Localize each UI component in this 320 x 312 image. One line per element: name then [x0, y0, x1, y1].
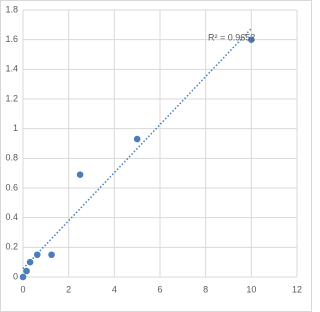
data-point	[23, 267, 30, 275]
x-tick-label: 12	[292, 284, 302, 294]
data-point	[19, 273, 27, 281]
y-tick-label: 1	[13, 123, 18, 133]
x-tick-label: 4	[112, 284, 117, 294]
y-tick-label: 1.4	[5, 64, 18, 74]
data-point	[133, 135, 141, 143]
x-tick-label: 8	[203, 284, 208, 294]
chart-border	[0, 0, 312, 312]
data-point	[33, 251, 41, 259]
y-tick-label: 0.2	[5, 242, 18, 252]
x-tick-label: 10	[246, 284, 256, 294]
data-point	[248, 36, 255, 43]
y-tick-label: 0	[13, 271, 18, 281]
data-point	[76, 171, 84, 178]
y-tick-label: 1.8	[5, 4, 18, 14]
x-tick-label: 2	[66, 284, 71, 294]
data-point	[48, 251, 55, 259]
y-tick-label: 0.4	[5, 212, 18, 222]
x-tick-label: 0	[20, 284, 25, 294]
y-tick-label: 0.8	[5, 153, 18, 163]
y-tick-label: 1.2	[5, 93, 18, 103]
y-tick-label: 1.6	[5, 34, 18, 44]
y-tick-label: 0.6	[5, 182, 18, 192]
data-point	[26, 258, 34, 266]
chart: 0 0.2 0.4 0.6 0.8 1 1.2 1.4 1.6 1.8 0 2 4 6 8 10 12 R² = …	[0, 0, 312, 312]
r-squared-label: R² = 0.9652	[208, 32, 255, 42]
trendline	[22, 28, 252, 270]
x-tick-label: 6	[157, 284, 162, 294]
